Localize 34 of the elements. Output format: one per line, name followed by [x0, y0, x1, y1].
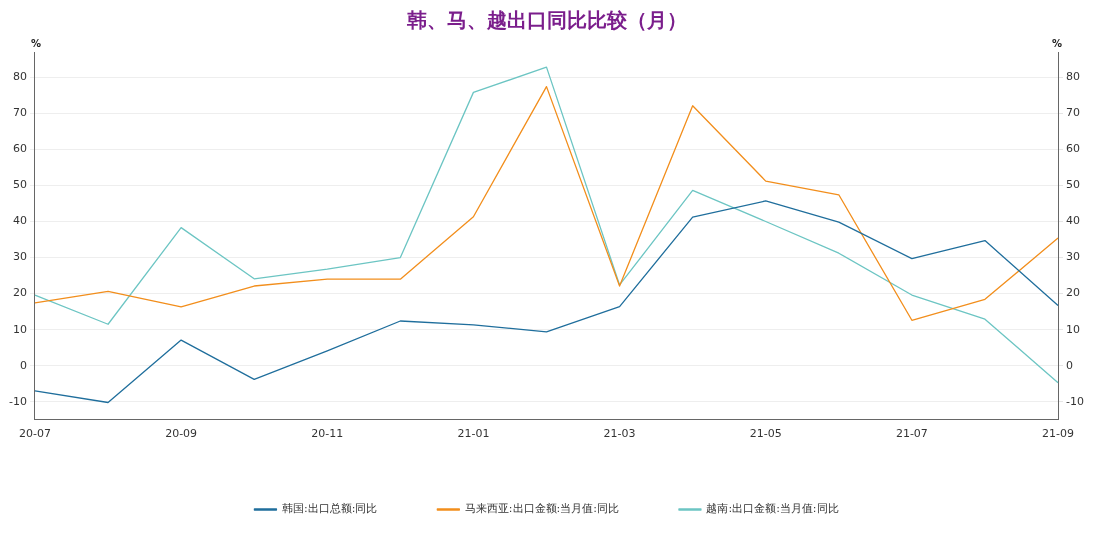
x-tick-label: 21-09: [1042, 427, 1075, 441]
x-tick-label: 21-01: [457, 427, 490, 441]
y-tick-label: 30: [12, 250, 27, 264]
x-tick-label: 20-07: [18, 427, 51, 441]
legend-label: 韩国:出口总额:同比: [281, 502, 378, 516]
y2-tick-label: 0: [1066, 358, 1074, 372]
y-tick-label: 20: [12, 286, 27, 300]
y-tick-label: 50: [12, 178, 27, 192]
y2-tick-label: 30: [1066, 250, 1081, 264]
y-tick-label: 40: [12, 214, 27, 228]
y-tick-label: 70: [12, 106, 27, 120]
y-tick-label: 10: [12, 322, 27, 336]
y-tick-label: 60: [12, 142, 27, 156]
y2-tick-label: 60: [1066, 142, 1081, 156]
y-axis-title: %: [30, 37, 41, 49]
legend-label: 越南:出口金额:当月值:同比: [706, 502, 839, 516]
chart-title: 韩、马、越出口同比比较（月）: [405, 8, 687, 33]
y2-tick-label: 20: [1066, 286, 1081, 300]
y2-tick-label: 80: [1066, 70, 1081, 84]
x-tick-label: 20-11: [311, 427, 344, 441]
y-tick-label: 0: [19, 358, 27, 372]
y-tick-label: 80: [12, 70, 27, 84]
x-tick-label: 21-07: [895, 427, 928, 441]
y2-tick-label: -10: [1066, 394, 1084, 408]
y2-tick-label: 40: [1066, 214, 1081, 228]
y2-axis-title: %: [1052, 37, 1063, 49]
y2-tick-label: 50: [1066, 178, 1081, 192]
x-tick-label: 20-09: [165, 427, 198, 441]
legend-label: 马来西亚:出口金额:当月值:同比: [464, 502, 619, 516]
y-tick-label: -10: [9, 394, 27, 408]
x-tick-label: 21-05: [749, 427, 782, 441]
y2-tick-label: 10: [1066, 322, 1081, 336]
x-tick-label: 21-03: [603, 427, 636, 441]
y2-tick-label: 70: [1066, 106, 1081, 120]
